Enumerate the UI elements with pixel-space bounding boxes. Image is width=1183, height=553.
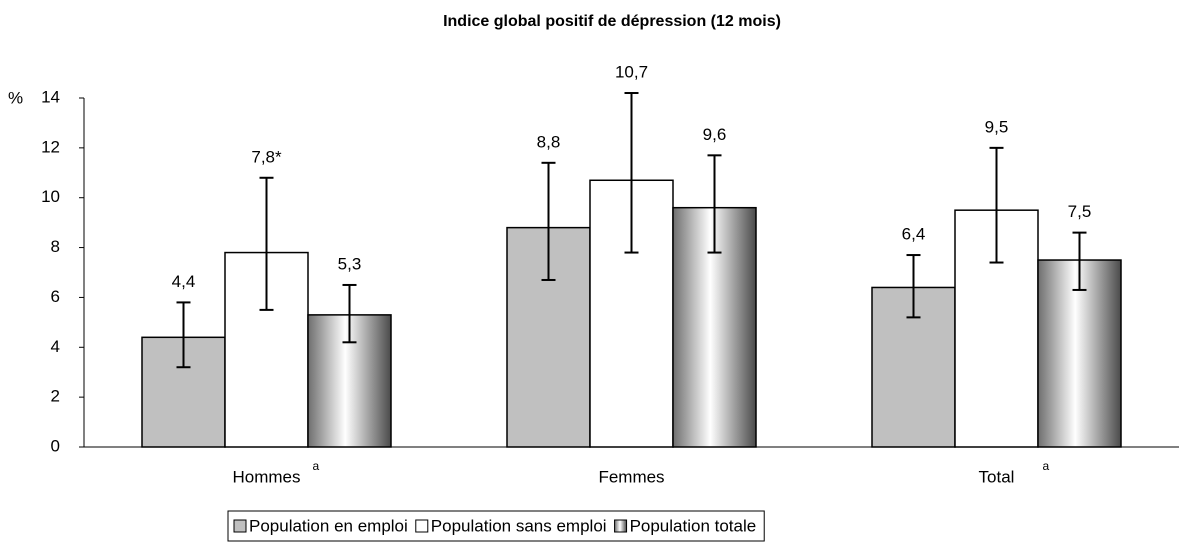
chart-title: Indice global positif de dépression (12 … — [443, 13, 781, 30]
legend-label: Population totale — [630, 516, 757, 535]
error-bar — [1072, 231, 1087, 291]
y-tick-label: 8 — [51, 237, 60, 256]
legend-label: Population en emploi — [249, 516, 408, 535]
bar — [307, 314, 392, 448]
error-bar — [259, 176, 274, 311]
error-bar — [541, 161, 556, 281]
error-bar — [342, 283, 357, 344]
y-tick-label: 6 — [51, 287, 60, 306]
value-label: 4,4 — [172, 272, 196, 291]
y-tick-label: 14 — [41, 87, 60, 106]
error-bar — [906, 254, 921, 319]
value-label: 10,7 — [615, 62, 648, 81]
error-bar — [624, 92, 639, 254]
legend-swatch — [233, 519, 247, 533]
category-superscript: a — [1043, 459, 1050, 473]
value-label: 9,5 — [985, 117, 1009, 136]
y-tick-label: 12 — [41, 137, 60, 156]
value-label: 9,6 — [703, 125, 727, 144]
legend-box — [227, 510, 765, 542]
y-tick-label: 2 — [51, 387, 60, 406]
legend-swatch — [415, 519, 429, 533]
x-tick-label: Hommes — [232, 467, 300, 486]
y-axis-label: % — [8, 88, 23, 107]
value-label: 8,8 — [537, 132, 561, 151]
y-tick-label: 0 — [51, 436, 60, 455]
legend-swatch — [614, 519, 628, 533]
value-label: 5,3 — [338, 254, 362, 273]
value-label: 6,4 — [902, 225, 926, 244]
error-bar — [707, 154, 722, 254]
x-tick-label: Total — [979, 467, 1015, 486]
legend-label: Population sans emploi — [431, 516, 607, 535]
x-tick-label: Femmes — [598, 467, 664, 486]
legend: Population en emploi Population sans empl… — [227, 510, 765, 542]
value-label: 7,5 — [1068, 202, 1092, 221]
error-bar — [176, 301, 191, 369]
y-tick-label: 4 — [51, 337, 60, 356]
error-bar — [989, 146, 1004, 264]
y-tick-label: 10 — [41, 187, 60, 206]
value-label: 7,8* — [251, 147, 282, 166]
category-superscript: a — [313, 459, 320, 473]
